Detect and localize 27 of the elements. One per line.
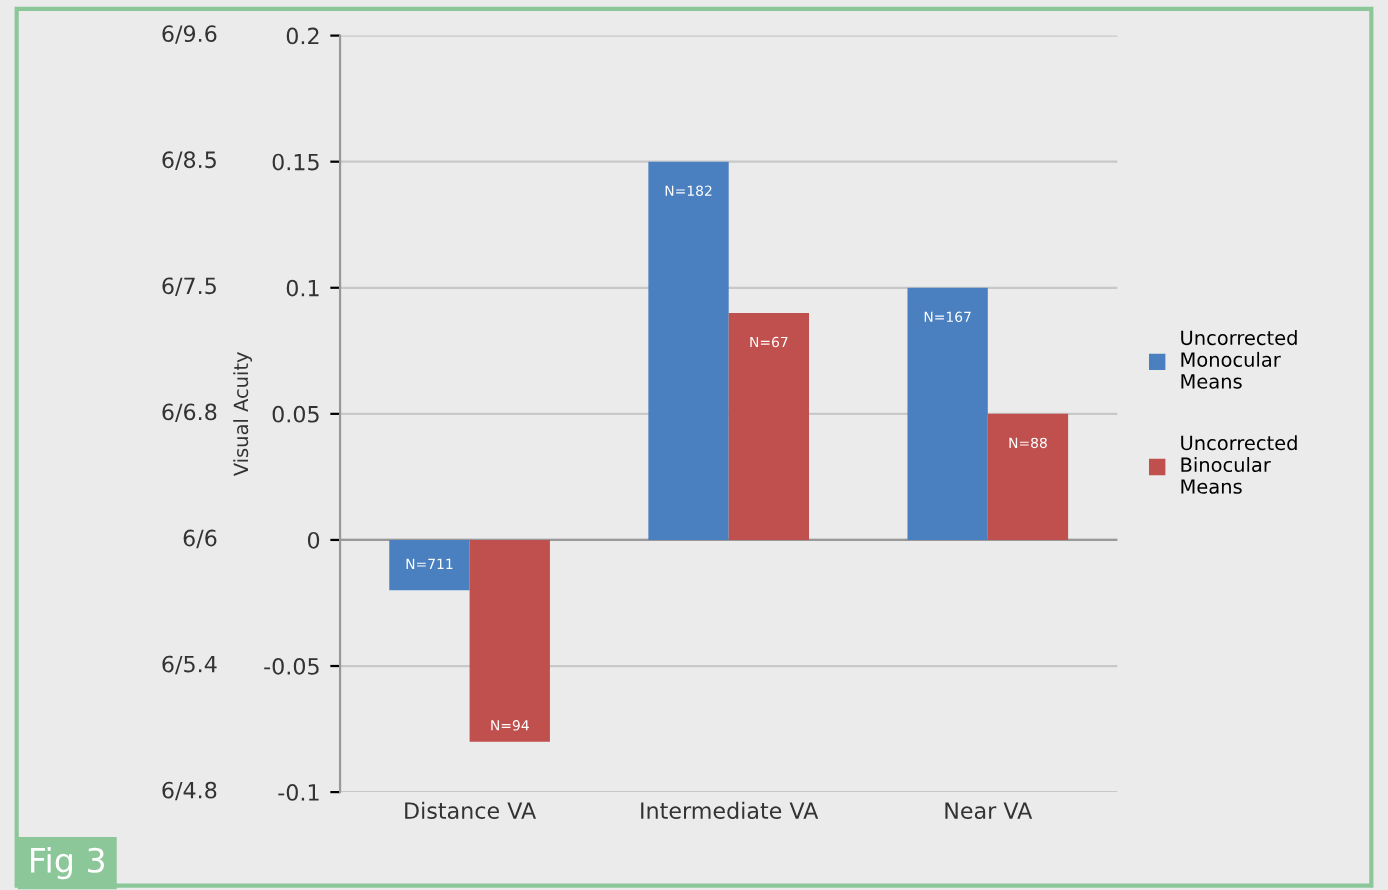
- bar: [389, 539, 470, 591]
- text: 6/6: [183, 529, 217, 549]
- text: 6/7.5: [162, 277, 216, 296]
- x-tick-label: Near VA: [945, 802, 1033, 820]
- y-tick-label: 0.2: [286, 27, 319, 45]
- text: 6/9.6: [162, 25, 217, 44]
- y-tick-label: 0.1: [286, 279, 319, 297]
- bar: [987, 413, 1069, 540]
- bar: [469, 539, 550, 742]
- bar: [648, 161, 729, 540]
- x-tick-label: Distance VA: [405, 801, 537, 820]
- x-tick-label: Intermediate VA: [641, 801, 819, 820]
- y-tick-label: 0.05: [272, 405, 319, 423]
- y-tick-label: 0: [307, 531, 320, 549]
- text: 6/5.4: [162, 655, 217, 675]
- text: 6/8.5: [162, 151, 216, 170]
- legend-label: Uncorrected Monocular Means: [1181, 330, 1297, 389]
- text: 6/6.8: [162, 403, 217, 423]
- caption: Fig 3: [31, 847, 105, 880]
- y-tick-label: -0.05: [264, 657, 319, 675]
- y-tick-label: -0.1: [278, 784, 319, 801]
- y-axis-title: Visual Acuity: [233, 352, 253, 477]
- bar: [728, 312, 810, 540]
- bar: [907, 287, 988, 540]
- text: 6/4.8: [162, 781, 217, 801]
- legend-label: Uncorrected Binocular Means: [1181, 435, 1297, 494]
- y-tick-label: 0.15: [272, 153, 319, 171]
